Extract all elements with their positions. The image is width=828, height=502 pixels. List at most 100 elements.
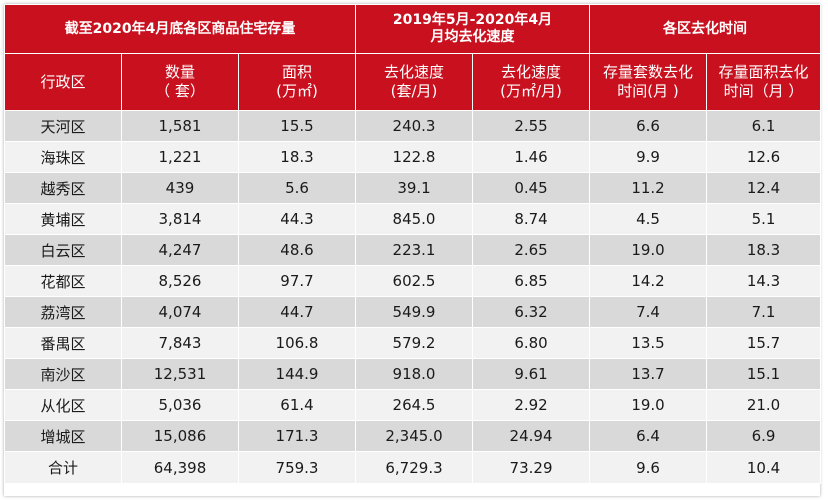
time-area-cell: 5.1 xyxy=(706,203,822,235)
column-header-time-units-line-1: 存量套数去化 xyxy=(603,63,694,81)
speed-units-cell: 549.9 xyxy=(355,296,474,328)
column-header-speed-area: 去化速度 (万㎡/月) xyxy=(472,53,591,111)
district-cell: 荔湾区 xyxy=(4,296,122,328)
district-cell: 增城区 xyxy=(4,420,122,452)
table-total-row: 合计 64,398 759.3 6,729.3 73.29 9.6 10.4 xyxy=(4,451,822,484)
table-row: 从化区 5,036 61.4 264.5 2.92 19.0 21.0 xyxy=(4,389,822,421)
group-header-absorption-time: 各区去化时间 xyxy=(589,4,822,54)
time-units-cell: 11.2 xyxy=(589,172,708,204)
speed-area-cell: 0.45 xyxy=(472,172,591,204)
speed-area-cell: 6.80 xyxy=(472,327,591,359)
area-cell: 97.7 xyxy=(237,265,357,297)
area-cell: 61.4 xyxy=(237,389,357,421)
units-cell: 4,247 xyxy=(121,234,239,266)
time-area-cell: 7.1 xyxy=(706,296,822,328)
district-cell: 天河区 xyxy=(4,110,122,142)
units-cell: 439 xyxy=(121,172,239,204)
units-cell: 7,843 xyxy=(121,327,239,359)
table-row: 荔湾区 4,074 44.7 549.9 6.32 7.4 7.1 xyxy=(4,296,822,328)
column-header-area-line-1: 面积 xyxy=(282,63,313,81)
column-header-district: 行政区 xyxy=(4,53,122,111)
table-row: 白云区 4,247 48.6 223.1 2.65 19.0 18.3 xyxy=(4,234,822,266)
column-header-units-line-2: （ 套） xyxy=(155,82,205,100)
area-cell: 44.3 xyxy=(237,203,357,235)
area-cell: 144.9 xyxy=(237,358,357,390)
units-cell: 1,221 xyxy=(121,141,239,173)
group-header-row: 截至2020年4月底各区商品住宅存量 2019年5月-2020年4月 月均去化速度 各… xyxy=(3,4,822,54)
time-area-cell: 12.6 xyxy=(706,141,822,173)
time-units-cell: 6.6 xyxy=(589,110,708,142)
speed-area-cell: 2.65 xyxy=(472,234,591,266)
district-cell: 从化区 xyxy=(4,389,122,421)
time-area-cell: 15.7 xyxy=(706,327,822,359)
district-cell: 越秀区 xyxy=(4,172,122,204)
column-header-time-units: 存量套数去化 时间(月 ) xyxy=(589,53,708,111)
speed-units-cell: 602.5 xyxy=(355,265,474,297)
time-units-cell: 19.0 xyxy=(589,389,708,421)
column-header-units-line-1: 数量 xyxy=(164,63,195,81)
table-row: 越秀区 439 5.6 39.1 0.45 11.2 12.4 xyxy=(4,172,822,204)
time-units-cell: 4.5 xyxy=(589,203,708,235)
units-cell: 15,086 xyxy=(121,420,239,452)
speed-units-cell: 845.0 xyxy=(355,203,474,235)
time-area-cell: 6.1 xyxy=(706,110,822,142)
speed-units-cell: 223.1 xyxy=(355,234,474,266)
speed-units-cell: 240.3 xyxy=(355,110,474,142)
column-header-speed-area-line-2: (万㎡/月) xyxy=(500,82,562,100)
column-header-area: 面积 (万㎡) xyxy=(237,53,357,111)
housing-inventory-table: 截至2020年4月底各区商品住宅存量 2019年5月-2020年4月 月均去化速度 各… xyxy=(3,4,822,484)
group-header-absorption-speed: 2019年5月-2020年4月 月均去化速度 xyxy=(355,4,591,54)
column-header-speed-units-line-1: 去化速度 xyxy=(384,63,445,81)
table-row: 增城区 15,086 171.3 2,345.0 24.94 6.4 6.9 xyxy=(4,420,822,452)
time-area-cell: 14.3 xyxy=(706,265,822,297)
time-area-cell: 12.4 xyxy=(706,172,822,204)
area-cell: 18.3 xyxy=(237,141,357,173)
time-units-cell: 6.4 xyxy=(589,420,708,452)
group-header-absorption-time-line-1: 各区去化时间 xyxy=(663,20,748,37)
units-cell: 8,526 xyxy=(121,265,239,297)
time-area-cell: 10.4 xyxy=(706,451,822,484)
group-header-absorption-speed-line-2: 月均去化速度 xyxy=(430,29,515,45)
district-cell: 白云区 xyxy=(4,234,122,266)
district-cell: 黄埔区 xyxy=(4,203,122,235)
units-cell: 1,581 xyxy=(121,110,239,142)
column-header-speed-area-line-1: 去化速度 xyxy=(501,63,562,81)
time-units-cell: 13.5 xyxy=(589,327,708,359)
time-area-cell: 15.1 xyxy=(706,358,822,390)
column-header-time-area-line-2: 时间（月 ） xyxy=(723,82,804,100)
column-header-speed-units-line-2: (套/月) xyxy=(390,82,438,100)
time-units-cell: 19.0 xyxy=(589,234,708,266)
column-header-time-area: 存量面积去化 时间（月 ） xyxy=(706,53,822,111)
time-area-cell: 18.3 xyxy=(706,234,822,266)
units-cell: 3,814 xyxy=(121,203,239,235)
district-cell: 南沙区 xyxy=(4,358,122,390)
units-cell: 4,074 xyxy=(121,296,239,328)
speed-area-cell: 6.32 xyxy=(472,296,591,328)
time-area-cell: 6.9 xyxy=(706,420,822,452)
table-row: 天河区 1,581 15.5 240.3 2.55 6.6 6.1 xyxy=(4,110,822,142)
speed-units-cell: 122.8 xyxy=(355,141,474,173)
speed-area-cell: 9.61 xyxy=(472,358,591,390)
district-cell: 合计 xyxy=(4,451,122,484)
column-header-time-units-line-2: 时间(月 ) xyxy=(617,82,679,100)
column-header-row: 行政区 数量（ 套） 面积 (万㎡) 去化速度 (套/月) 去化速度 (万㎡/月) 存量套数去化… xyxy=(4,53,822,111)
group-header-inventory: 截至2020年4月底各区商品住宅存量 xyxy=(3,4,357,54)
column-header-units: 数量（ 套） xyxy=(121,53,239,111)
table-row: 花都区 8,526 97.7 602.5 6.85 14.2 14.3 xyxy=(4,265,822,297)
speed-units-cell: 918.0 xyxy=(355,358,474,390)
units-cell: 64,398 xyxy=(121,451,239,484)
area-cell: 44.7 xyxy=(237,296,357,328)
table-row: 南沙区 12,531 144.9 918.0 9.61 13.7 15.1 xyxy=(4,358,822,390)
district-cell: 海珠区 xyxy=(4,141,122,173)
area-cell: 171.3 xyxy=(237,420,357,452)
group-header-absorption-speed-line-1: 2019年5月-2020年4月 xyxy=(392,12,553,28)
column-header-district-line-1: 行政区 xyxy=(40,72,86,91)
column-header-speed-units: 去化速度 (套/月) xyxy=(355,53,474,111)
area-cell: 48.6 xyxy=(237,234,357,266)
speed-area-cell: 2.55 xyxy=(472,110,591,142)
time-units-cell: 9.9 xyxy=(589,141,708,173)
speed-area-cell: 73.29 xyxy=(472,451,591,484)
units-cell: 5,036 xyxy=(121,389,239,421)
area-cell: 106.8 xyxy=(237,327,357,359)
units-cell: 12,531 xyxy=(121,358,239,390)
